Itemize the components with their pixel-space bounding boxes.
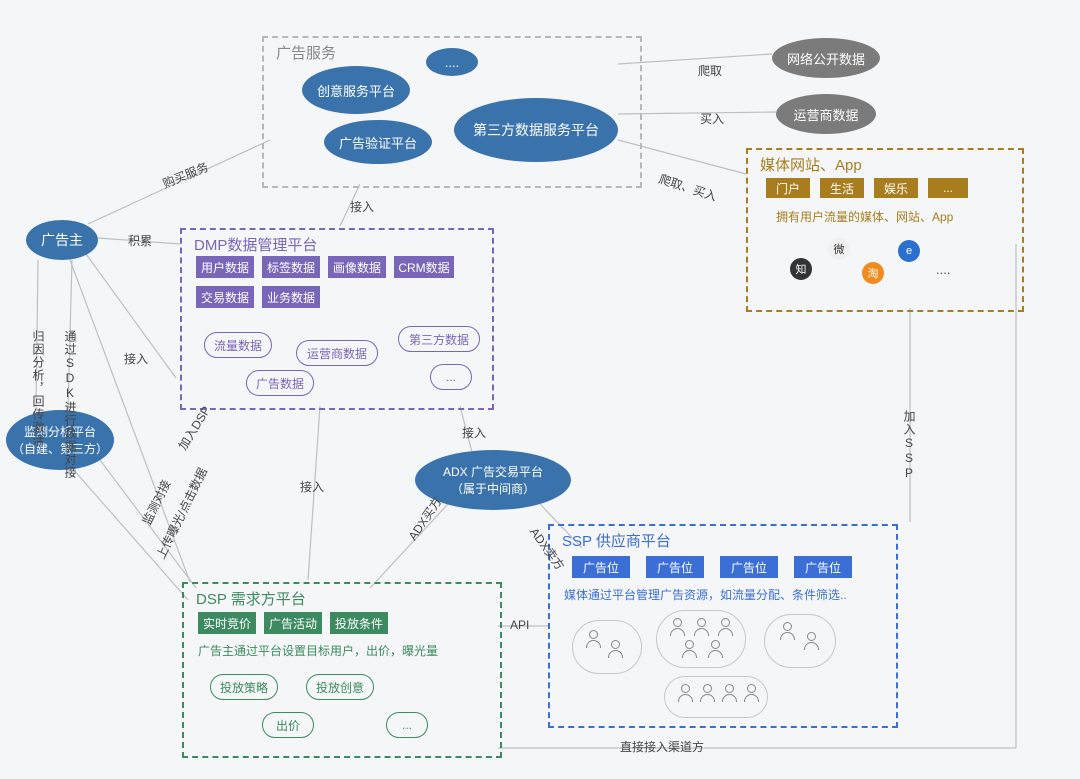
ssp-person-2 — [670, 618, 684, 636]
edge-label-11: 买入 — [700, 110, 724, 127]
dsp-tag-0: 实时竞价 — [198, 612, 256, 634]
ellipse-thirdparty: 第三方数据服务平台 — [454, 98, 618, 162]
box-ssp-title: SSP 供应商平台 — [562, 530, 671, 551]
dmp-tag-4: 交易数据 — [196, 286, 254, 308]
dsp-outline-2: 出价 — [262, 712, 314, 738]
dmp-tag-3: CRM数据 — [394, 256, 454, 278]
box-ad_service-title: 广告服务 — [276, 42, 336, 63]
dmp-tag-0: 用户数据 — [196, 256, 254, 278]
edge-label-5: 接入 — [300, 478, 324, 495]
ssp-tag-2: 广告位 — [720, 556, 778, 578]
edge-label-14: 直接接入渠道方 — [620, 738, 704, 755]
edge-label-17: 归因分析，回传激活 — [30, 330, 47, 447]
ssp-tag-1: 广告位 — [646, 556, 704, 578]
dmp-outline-4: ... — [430, 364, 472, 390]
edge-label-9: API — [510, 618, 529, 632]
ellipse-carrierdata: 运营商数据 — [776, 94, 876, 134]
ellipse-dots: .... — [426, 48, 478, 76]
dsp-desc: 广告主通过平台设置目标用户，出价，曝光量 — [198, 642, 438, 659]
media-tag-0: 门户 — [766, 178, 810, 198]
media-tag-3: ... — [928, 178, 968, 198]
edge-label-18: 通过SDK进行数据对接 — [62, 330, 79, 479]
dmp-outline-1: 运营商数据 — [296, 340, 378, 366]
box-media-title: 媒体网站、App — [760, 154, 862, 175]
edge-label-10: 爬取 — [698, 62, 722, 79]
edge-label-4: 接入 — [350, 198, 374, 215]
ssp-group-2 — [764, 614, 836, 668]
ellipse-pubdata: 网络公开数据 — [772, 38, 880, 78]
dsp-tag-1: 广告活动 — [264, 612, 322, 634]
edge-label-6: 接入 — [462, 424, 486, 441]
ellipse-creative: 创意服务平台 — [302, 66, 410, 114]
ssp-person-6 — [708, 640, 722, 658]
diagram-stage: 广告服务 DMP数据管理平台 DSP 需求方平台 SSP 供应商平台 媒体网站、App 创… — [0, 0, 1080, 779]
ssp-person-10 — [700, 684, 714, 702]
dmp-outline-2: 第三方数据 — [398, 326, 480, 352]
dmp-tag-5: 业务数据 — [262, 286, 320, 308]
edge-label-13: 加入SSP — [901, 410, 918, 481]
ssp-desc: 媒体通过平台管理广告资源，如流量分配、条件筛选.. — [564, 586, 847, 603]
box-dsp-title: DSP 需求方平台 — [196, 588, 306, 609]
dsp-outline-1: 投放创意 — [306, 674, 374, 700]
ssp-group-0 — [572, 620, 642, 674]
ssp-person-0 — [586, 630, 600, 648]
edge-label-2: 接入 — [124, 350, 148, 367]
box-dmp-title: DMP数据管理平台 — [194, 234, 317, 255]
ssp-tag-0: 广告位 — [572, 556, 630, 578]
ssp-person-3 — [694, 618, 708, 636]
media-tag-2: 娱乐 — [874, 178, 918, 198]
media-icons-dots: .... — [936, 262, 950, 277]
dmp-outline-0: 流量数据 — [204, 332, 272, 358]
ssp-person-8 — [804, 632, 818, 650]
ellipse-verify: 广告验证平台 — [324, 120, 432, 164]
dsp-outline-0: 投放策略 — [210, 674, 278, 700]
dsp-outline-3: ... — [386, 712, 428, 738]
ellipse-monitor: 监测分析平台（自建、第三方） — [6, 410, 114, 470]
media-icon-1: 微 — [828, 238, 850, 260]
dmp-tag-1: 标签数据 — [262, 256, 320, 278]
ssp-person-5 — [682, 640, 696, 658]
dsp-tag-2: 投放条件 — [330, 612, 388, 634]
ssp-person-11 — [722, 684, 736, 702]
media-desc: 拥有用户流量的媒体、网站、App — [776, 208, 953, 225]
ellipse-advertiser: 广告主 — [26, 220, 98, 260]
media-tag-1: 生活 — [820, 178, 864, 198]
media-icon-0: 知 — [790, 258, 812, 280]
ssp-person-4 — [718, 618, 732, 636]
dmp-outline-3: 广告数据 — [246, 370, 314, 396]
ssp-person-1 — [608, 640, 622, 658]
ssp-person-12 — [744, 684, 758, 702]
edge-label-1: 积累 — [128, 232, 152, 249]
ssp-tag-3: 广告位 — [794, 556, 852, 578]
dmp-tag-2: 画像数据 — [328, 256, 386, 278]
ssp-person-7 — [780, 622, 794, 640]
media-icon-2: 淘 — [862, 262, 884, 284]
ssp-person-9 — [678, 684, 692, 702]
media-icon-3: e — [898, 240, 920, 262]
